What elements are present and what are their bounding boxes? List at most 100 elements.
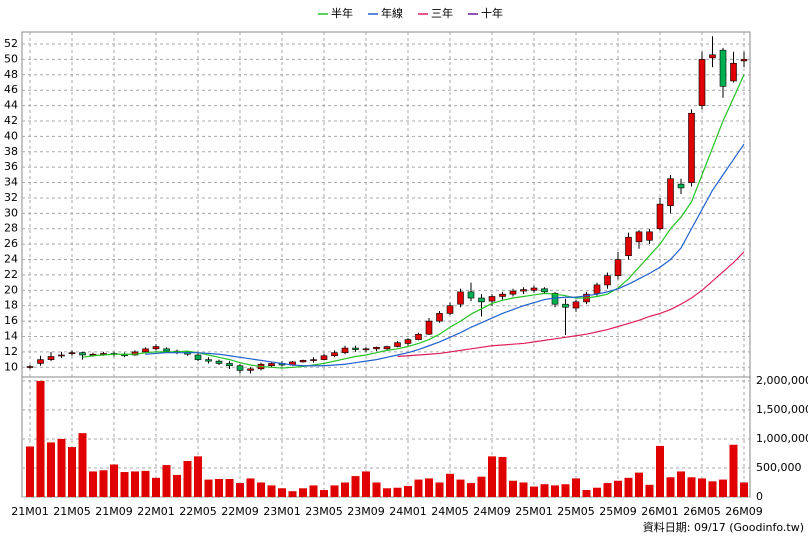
volume-bar xyxy=(393,487,402,497)
candle-body xyxy=(68,352,76,354)
candle-body xyxy=(362,348,370,351)
candle-body xyxy=(625,236,632,256)
volume-bar xyxy=(698,478,706,497)
y-tick-label: 44 xyxy=(4,99,18,112)
volume-bar xyxy=(404,485,412,497)
ma-line xyxy=(82,74,745,369)
volume-bar xyxy=(225,479,234,497)
candle-body xyxy=(499,293,506,297)
x-tick-label: 25M01 xyxy=(515,505,553,518)
volume-bar xyxy=(320,490,328,497)
volume-bar xyxy=(36,380,45,497)
volume-bar xyxy=(57,438,66,497)
volume-bar xyxy=(740,482,748,497)
volume-bar xyxy=(708,481,717,497)
candle-body xyxy=(740,59,748,62)
volume-bar xyxy=(488,456,496,497)
candle-body xyxy=(163,348,170,352)
y-tick-label: 26 xyxy=(4,237,18,250)
candle-body xyxy=(467,291,475,299)
y-tick-label: 34 xyxy=(4,176,18,189)
volume-bar xyxy=(236,483,244,497)
y-tick-label: 14 xyxy=(4,330,18,343)
volume-bar xyxy=(26,446,34,497)
volume-bar xyxy=(257,482,265,497)
candle-body xyxy=(394,342,401,347)
volume-bar xyxy=(540,484,549,497)
volume-bar xyxy=(99,470,108,497)
candle-body xyxy=(215,360,223,364)
x-tick-label: 25M09 xyxy=(599,505,637,518)
y-tick-label: 24 xyxy=(4,253,18,266)
candle-body xyxy=(142,348,149,353)
volume-bar xyxy=(89,471,97,497)
x-tick-label: 22M05 xyxy=(179,505,217,518)
volume-bar xyxy=(677,471,685,497)
volume-bar xyxy=(656,445,664,497)
y-tick-label: 28 xyxy=(4,222,18,235)
volume-bar xyxy=(68,447,76,497)
candle-body xyxy=(709,54,716,59)
volume-bar xyxy=(204,479,213,497)
y2-tick-label: 1,000,000 xyxy=(756,432,808,445)
candle-body xyxy=(614,259,622,277)
x-tick-label: 26M09 xyxy=(725,505,763,518)
y-tick-label: 38 xyxy=(4,145,18,158)
candle-body xyxy=(541,288,548,293)
candle-body xyxy=(373,346,380,350)
y-tick-label: 20 xyxy=(4,283,18,296)
volume-bar xyxy=(561,484,570,497)
volume-bar xyxy=(141,470,150,497)
x-tick-label: 22M01 xyxy=(137,505,175,518)
candle-body xyxy=(236,365,244,371)
volume-bar xyxy=(173,474,181,497)
candle-body xyxy=(320,355,328,360)
volume-bar xyxy=(47,442,55,497)
candle-body xyxy=(205,359,212,362)
candle-body xyxy=(331,352,338,357)
y-tick-label: 16 xyxy=(4,314,18,327)
volume-bar xyxy=(509,480,517,497)
y-tick-label: 48 xyxy=(4,68,18,81)
volume-bar xyxy=(614,480,622,497)
volume-bar xyxy=(425,478,433,497)
candle-body xyxy=(352,347,359,350)
x-tick-label: 25M05 xyxy=(557,505,595,518)
volume-bar xyxy=(362,471,370,497)
volume-bar xyxy=(110,464,118,497)
x-tick-label: 23M09 xyxy=(347,505,385,518)
ma-line xyxy=(145,143,745,367)
candle-body xyxy=(247,368,254,371)
candle-body xyxy=(446,305,454,314)
candle-body xyxy=(730,62,737,82)
candle-body xyxy=(226,363,233,367)
y-tick-label: 36 xyxy=(4,160,18,173)
volume-bar xyxy=(194,456,202,497)
volume-bar xyxy=(152,477,160,497)
candle-body xyxy=(656,203,664,230)
y-tick-label: 22 xyxy=(4,268,18,281)
candle-body xyxy=(425,320,433,335)
y-tick-label: 52 xyxy=(4,37,18,50)
candle-body xyxy=(415,333,422,340)
candle-body xyxy=(688,112,695,183)
candle-body xyxy=(604,275,611,286)
volume-bar xyxy=(603,483,612,497)
x-tick-label: 26M01 xyxy=(641,505,679,518)
candle-body xyxy=(572,301,580,309)
candle-body xyxy=(593,284,601,294)
volume-bar xyxy=(572,478,580,497)
volume-bar xyxy=(498,456,507,497)
y-tick-label: 50 xyxy=(4,52,18,65)
candle-body xyxy=(58,354,65,357)
volume-bar xyxy=(278,488,286,497)
x-tick-label: 24M05 xyxy=(431,505,469,518)
x-tick-label: 21M09 xyxy=(95,505,133,518)
source-note: 資料日期: 09/17 (Goodinfo.tw) xyxy=(643,520,804,534)
y-tick-label: 12 xyxy=(4,345,18,358)
volume-bar xyxy=(162,465,171,497)
candle-body xyxy=(194,354,202,360)
y-tick-label: 46 xyxy=(4,83,18,96)
volume-bar xyxy=(530,486,538,497)
candle-body xyxy=(478,297,485,303)
